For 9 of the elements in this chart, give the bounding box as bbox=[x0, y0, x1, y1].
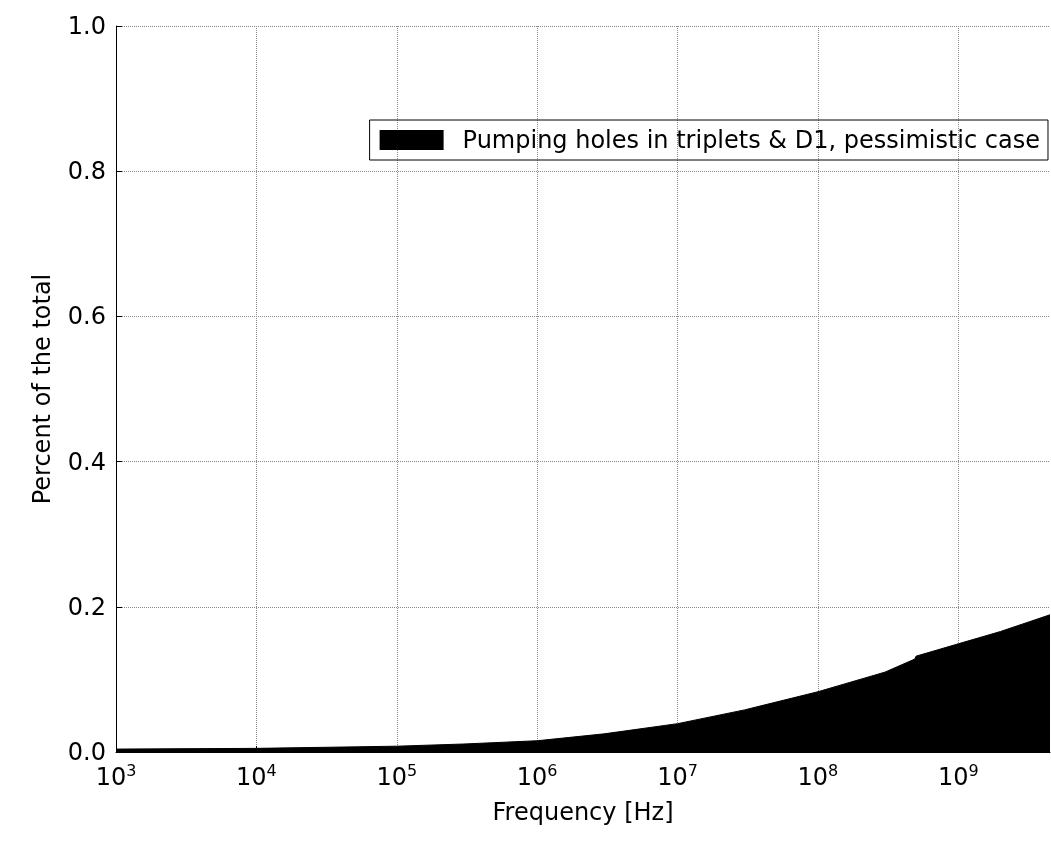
y-tick-label: 1.0 bbox=[67, 12, 106, 40]
y-tick-label: 0.2 bbox=[67, 592, 106, 621]
y-tick-label: 0.6 bbox=[67, 302, 106, 331]
y-axis-title: Percent of the total bbox=[28, 273, 56, 505]
legend-label: Pumping holes in triplets & D1, pessimistic case bbox=[462, 126, 1041, 154]
y-tick-label: 0.4 bbox=[67, 447, 106, 476]
y-tick-label: 0.8 bbox=[67, 157, 106, 186]
y-tick-label: 0.0 bbox=[67, 738, 106, 766]
x-axis-title: Frequency [Hz] bbox=[492, 798, 674, 826]
